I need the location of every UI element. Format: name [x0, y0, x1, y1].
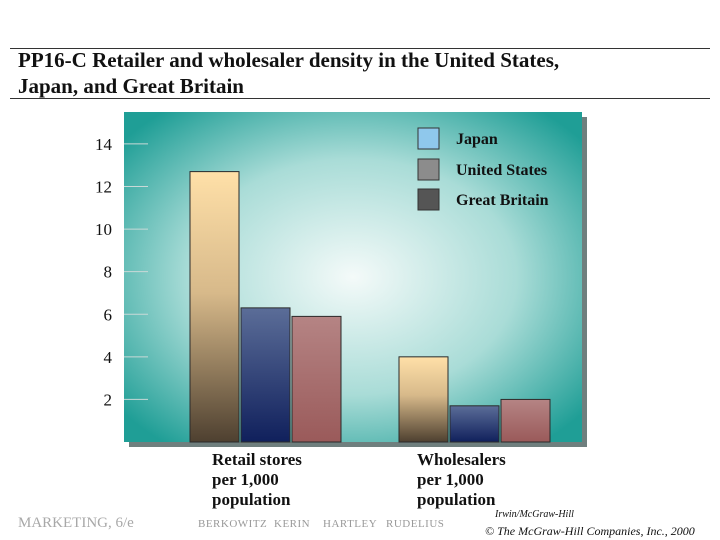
legend-label: Japan: [456, 131, 498, 148]
y-tick-label: 6: [104, 305, 113, 324]
footer-brand: MARKETING, 6/e: [18, 515, 134, 531]
title-top-rule: [10, 48, 710, 49]
y-tick-label: 4: [104, 348, 113, 367]
y-tick-label: 14: [95, 135, 113, 154]
category-label: Retail stores: [212, 450, 302, 469]
category-label: population: [417, 490, 496, 509]
footer-author: HARTLEY: [323, 518, 378, 530]
title-bottom-rule: [10, 98, 710, 99]
bar-great-britain: [500, 398, 551, 443]
legend-label: Great Britain: [456, 192, 549, 209]
bar-united-states: [449, 405, 500, 443]
footer-author: KERIN: [274, 518, 311, 530]
bar-japan: [189, 171, 240, 443]
y-tick-label: 8: [104, 263, 113, 282]
legend-swatch: [417, 127, 440, 150]
footer-publisher: Irwin/McGraw-Hill: [495, 509, 574, 520]
legend-swatch: [417, 158, 440, 181]
legend-label: United States: [456, 162, 547, 179]
y-tick-label: 12: [95, 178, 112, 197]
slide-title-line-1: PP16-C Retailer and wholesaler density i…: [18, 48, 560, 72]
y-tick-label: 10: [95, 220, 112, 239]
legend-swatch: [417, 188, 440, 211]
slide-title-line-2: Japan, and Great Britain: [18, 74, 244, 98]
category-label: per 1,000: [417, 470, 484, 489]
footer-author: BERKOWITZ: [198, 518, 268, 530]
bar-great-britain: [291, 315, 342, 443]
category-label: Wholesalers: [417, 450, 506, 469]
y-tick-label: 2: [104, 390, 113, 409]
category-label: population: [212, 490, 291, 509]
bar-japan: [398, 356, 449, 443]
bar-united-states: [240, 307, 291, 443]
category-label: per 1,000: [212, 470, 279, 489]
footer-copyright: © The McGraw-Hill Companies, Inc., 2000: [485, 524, 695, 538]
slide-title: PP16-C Retailer and wholesaler density i…: [18, 47, 708, 99]
footer-author: RUDELIUS: [386, 518, 445, 530]
